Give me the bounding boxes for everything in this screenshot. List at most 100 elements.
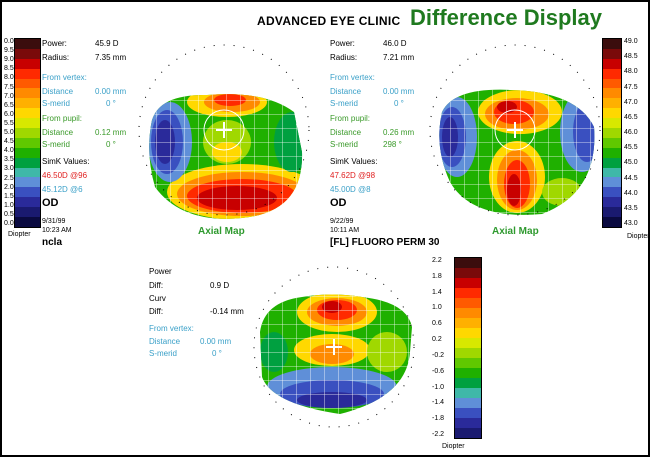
scale-tick-label: -0.2: [432, 351, 445, 359]
scale-tick-label: 0.2: [432, 336, 442, 344]
diff-from-vertex: From vertex:: [149, 324, 194, 333]
scale-swatch: [603, 88, 621, 99]
scale-swatch: [15, 88, 40, 99]
left-date: 9/31/99: [42, 218, 66, 225]
scale-tick-label: 45.5: [624, 144, 638, 152]
right-center-crosshair: [507, 122, 523, 138]
scale-tick-label: 0.6: [432, 320, 442, 328]
right-pupil-smerid-label: S-merid: [330, 140, 359, 149]
scale-tick-label: 9.0: [4, 56, 14, 64]
left-scale-unit: Diopter: [8, 231, 31, 238]
scale-tick-label: 46.0: [624, 129, 638, 136]
left-center-crosshair: [216, 122, 232, 138]
scale-tick-label: 47.5: [624, 83, 638, 91]
scale-swatch: [15, 78, 40, 89]
diff-power-label: Power: [149, 267, 172, 276]
left-power-label: Power:: [42, 39, 67, 48]
scale-swatch: [455, 338, 481, 348]
right-from-vertex: From vertex:: [330, 73, 375, 82]
right-time: 10:11 AM: [330, 227, 360, 234]
left-map-label: Axial Map: [198, 226, 245, 237]
scale-tick-label: 43.5: [624, 204, 638, 212]
scale-swatch: [15, 157, 40, 168]
scale-tick-label: 0.5: [4, 210, 14, 218]
scale-tick-label: 5.0: [4, 129, 14, 136]
scale-swatch: [603, 78, 621, 89]
scale-swatch: [455, 258, 481, 268]
diff-smerid-value: 0 °: [212, 349, 222, 358]
scale-tick-label: 2.0: [4, 183, 14, 191]
scale-tick-label: 1.0: [4, 201, 14, 209]
right-pupil-smerid-value: 298 °: [383, 140, 402, 149]
scale-swatch: [455, 268, 481, 278]
right-color-scale: [602, 38, 622, 228]
right-power-value: 46.0 D: [383, 39, 407, 48]
right-smerid-label: S-merid: [330, 99, 359, 108]
scale-swatch: [455, 278, 481, 288]
right-radius-value: 7.21 mm: [383, 53, 415, 62]
diff-curv-label: Curv: [149, 294, 166, 303]
diff-power-diff-label: Diff:: [149, 281, 164, 290]
diff-scale-unit: Diopter: [442, 443, 465, 450]
left-pupil-distance-label: Distance: [42, 128, 74, 137]
right-ring-dots: [429, 44, 601, 216]
right-pupil-distance-label: Distance: [330, 128, 362, 137]
scale-tick-label: 47.0: [624, 98, 638, 106]
scale-tick-label: 44.5: [624, 174, 638, 182]
right-pupil-circle: [494, 109, 536, 151]
scale-tick-label: 7.0: [4, 92, 14, 100]
scale-swatch: [455, 288, 481, 298]
left-color-scale: [14, 38, 41, 228]
scale-swatch: [455, 318, 481, 328]
scale-swatch: [603, 58, 621, 69]
scale-swatch: [603, 98, 621, 109]
scale-swatch: [455, 308, 481, 318]
scale-swatch: [15, 98, 40, 109]
left-power-value: 45.9 D: [95, 39, 119, 48]
scale-swatch: [15, 39, 40, 49]
difference-topography-map: [260, 294, 412, 414]
scale-swatch: [603, 167, 621, 178]
right-power-label: Power:: [330, 39, 355, 48]
scale-tick-label: 44.0: [624, 189, 638, 197]
scale-tick-label: 4.5: [4, 138, 14, 146]
scale-swatch: [15, 108, 40, 119]
right-smerid-value: 0 °: [394, 99, 404, 108]
diff-smerid-label: S-merid: [149, 349, 178, 358]
diff-color-scale: [454, 257, 482, 439]
left-ring-dots: [138, 44, 310, 216]
scale-tick-label: -1.0: [432, 383, 445, 391]
diff-distance-label: Distance: [149, 337, 181, 346]
right-distance-label: Distance: [330, 87, 362, 96]
scale-tick-label: 1.5: [4, 192, 14, 200]
scale-tick-label: 3.0: [4, 165, 14, 173]
scale-swatch: [603, 197, 621, 208]
scale-tick-label: -1.8: [432, 415, 445, 423]
left-distance-label: Distance: [42, 87, 74, 96]
page-title: Difference Display: [410, 5, 602, 30]
right-topography-map: [439, 89, 595, 215]
scale-swatch: [603, 187, 621, 198]
scale-tick-label: 6.5: [4, 101, 14, 109]
scale-swatch: [603, 39, 621, 49]
scale-tick-label: 2.5: [4, 174, 14, 182]
scale-tick-label: -1.4: [432, 399, 445, 407]
right-distance-value: 0.00 mm: [383, 87, 415, 96]
scale-swatch: [15, 147, 40, 158]
scale-tick-label: 49.0: [624, 38, 638, 45]
scale-tick-label: 2.2: [432, 257, 442, 264]
diff-power-value: 0.9 D: [210, 281, 230, 290]
scale-tick-label: 1.0: [432, 304, 442, 312]
scale-swatch: [15, 207, 40, 218]
left-smerid-value: 0 °: [106, 99, 116, 108]
scale-tick-label: 43.0: [624, 220, 638, 227]
scale-swatch: [15, 68, 40, 79]
right-radius-label: Radius:: [330, 53, 358, 62]
scale-tick-label: -0.6: [432, 367, 445, 375]
scale-tick-label: 6.0: [4, 110, 14, 118]
scale-tick-label: 7.5: [4, 83, 14, 91]
scale-swatch: [15, 177, 40, 188]
scale-swatch: [455, 358, 481, 368]
scale-swatch: [603, 128, 621, 138]
